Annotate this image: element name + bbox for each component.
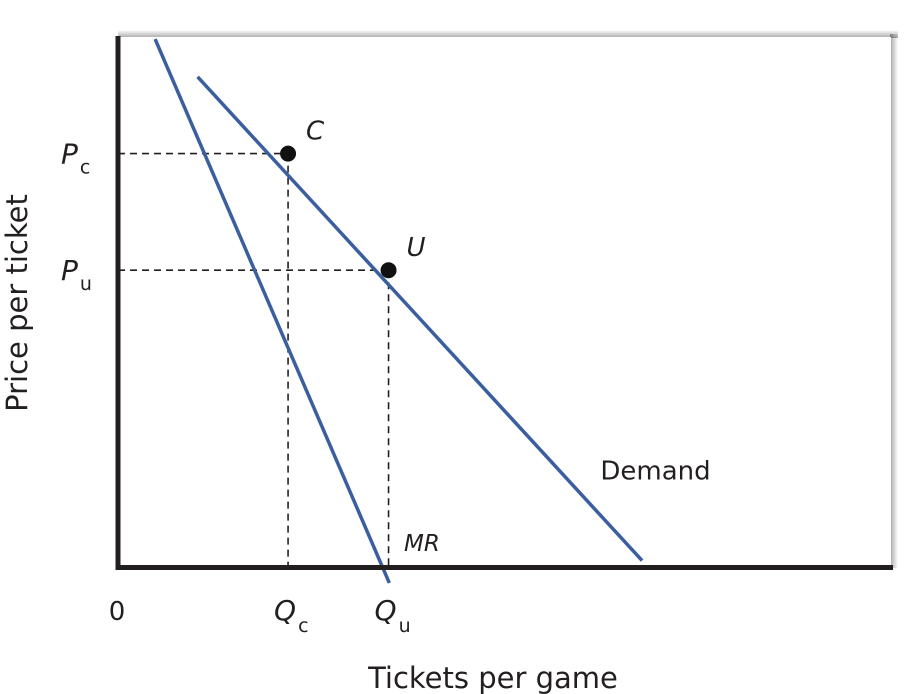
demand-curve bbox=[196, 75, 644, 562]
mr-curve-label: MR bbox=[404, 531, 440, 557]
curves bbox=[153, 38, 644, 584]
point-c bbox=[280, 145, 297, 162]
mr-curve bbox=[153, 38, 391, 584]
zero-label: 0 bbox=[109, 597, 126, 627]
frame-shadow-top bbox=[118, 30, 898, 38]
y-axis-title: Price per ticket bbox=[0, 194, 34, 412]
point-label-u: U bbox=[407, 233, 426, 263]
point-u bbox=[380, 262, 397, 279]
frame-shadow-right bbox=[890, 34, 898, 568]
plot-area bbox=[118, 37, 891, 567]
x-axis-title: Tickets per game bbox=[367, 661, 618, 694]
point-label-c: C bbox=[306, 117, 325, 147]
demand-curve-label: Demand bbox=[600, 457, 710, 487]
points bbox=[280, 145, 397, 279]
